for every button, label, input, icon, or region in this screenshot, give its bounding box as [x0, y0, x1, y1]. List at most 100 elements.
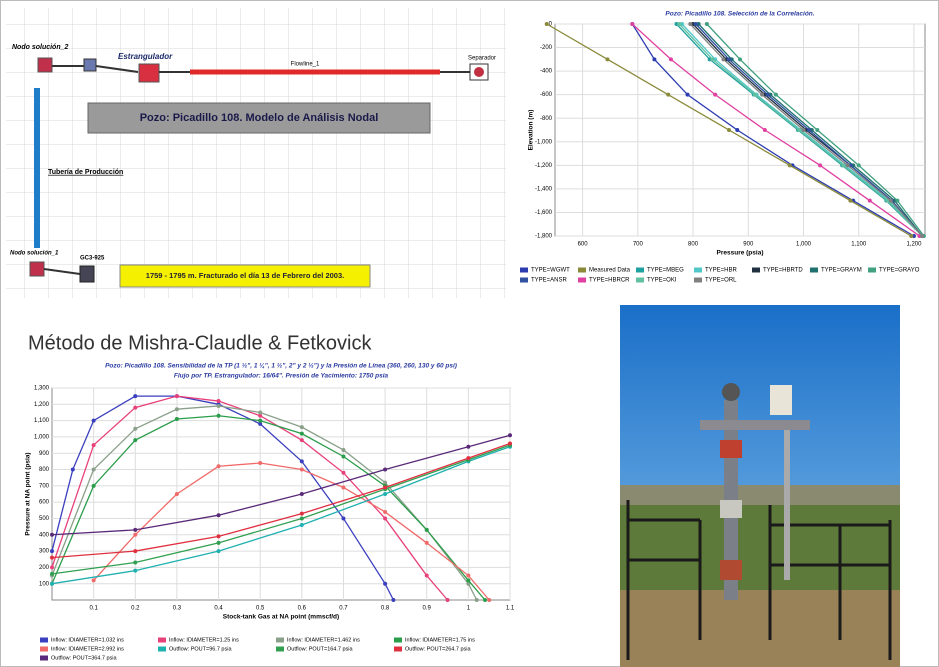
data-point [133, 528, 137, 532]
data-point [133, 406, 137, 410]
legend-label: TYPE=HBR [705, 268, 738, 274]
diagram-note: 1759 - 1795 m. Fracturado el día 13 de F… [146, 271, 344, 280]
page: Nodo solución_2 Estrangulador Flowline_1… [0, 0, 939, 667]
x-axis-label: Stock-tank Gas at NA point (mmscf/d) [223, 614, 339, 621]
x-tick-label: 0.5 [256, 606, 265, 612]
data-point [710, 57, 714, 61]
node-label: Nodo solución_1 [10, 251, 59, 257]
data-point [652, 57, 656, 61]
data-point [705, 22, 709, 26]
x-tick-label: 0.9 [423, 606, 432, 612]
data-point [466, 578, 470, 582]
legend-swatch [520, 278, 528, 283]
y-axis-label: Elevation (m) [528, 110, 535, 151]
node-label: Nodo solución_2 [12, 44, 69, 51]
node-label: Tubería de Producción [48, 169, 123, 176]
data-point [868, 199, 872, 203]
legend-label: Inflow: IDIAMETER=1.032 ins [51, 637, 124, 643]
data-point [686, 93, 690, 97]
diagram-grid [6, 8, 506, 298]
separator-icon [474, 67, 484, 77]
chart-title: Pozo: Picadillo 108. Selección de la Cor… [665, 11, 814, 18]
y-tick-label: -600 [540, 92, 553, 98]
data-point [688, 22, 692, 26]
legend-swatch [40, 638, 48, 643]
data-point [727, 128, 731, 132]
legend-swatch [578, 268, 586, 273]
data-point [802, 128, 806, 132]
data-point [71, 468, 75, 472]
data-point [258, 410, 262, 414]
legend-swatch [40, 656, 48, 661]
photo-valve [720, 560, 742, 580]
data-point [92, 419, 96, 423]
data-point [50, 572, 54, 576]
y-tick-label: 900 [39, 451, 50, 457]
y-tick-label: -400 [540, 69, 553, 75]
data-point [217, 414, 221, 418]
data-point [258, 419, 262, 423]
data-point [92, 578, 96, 582]
data-point [175, 492, 179, 496]
node-icon [30, 262, 44, 276]
data-point [545, 22, 549, 26]
x-tick-label: 0.8 [381, 606, 390, 612]
data-point [466, 574, 470, 578]
legend-swatch [636, 278, 644, 283]
data-point [508, 441, 512, 445]
chart-subtitle: Flujo por TP. Estrangulador: 16/64". Pre… [174, 373, 389, 380]
legend-label: Outflow: POUT=96.7 psia [169, 646, 232, 652]
x-tick-label: 0.2 [131, 606, 140, 612]
legend-label: Measured Data [589, 268, 631, 274]
heading: Método de Mishra-Claudle & Fetkovick [28, 332, 372, 354]
legend-swatch [394, 647, 402, 652]
wellhead-photo [620, 305, 900, 667]
data-point [217, 404, 221, 408]
photo-wheel [722, 383, 740, 401]
x-tick-label: 1,000 [796, 242, 812, 248]
data-point [889, 199, 893, 203]
legend-swatch [578, 278, 586, 283]
data-point [383, 468, 387, 472]
data-point [797, 128, 801, 132]
node-icon [80, 266, 94, 282]
data-point [760, 93, 764, 97]
data-point [217, 513, 221, 517]
photo-soil [620, 590, 900, 667]
data-point [669, 57, 673, 61]
legend-swatch [276, 647, 284, 652]
data-point [217, 399, 221, 403]
x-tick-label: 1,100 [851, 242, 867, 248]
legend-label: TYPE=HBRTD [763, 268, 803, 274]
y-tick-label: 700 [39, 483, 50, 489]
node-icon [38, 58, 52, 72]
y-tick-label: -200 [540, 45, 553, 51]
x-tick-label: 0.1 [89, 606, 98, 612]
legend-label: TYPE=HBRCR [589, 278, 630, 284]
x-tick-label: 900 [743, 242, 754, 248]
y-tick-label: 1,300 [34, 386, 50, 392]
data-point [727, 57, 731, 61]
data-point [677, 22, 681, 26]
data-point [721, 57, 725, 61]
x-axis-label: Pressure (psia) [717, 250, 764, 257]
legend-swatch [752, 268, 760, 273]
legend-swatch [158, 647, 166, 652]
data-point [133, 569, 137, 573]
data-point [487, 598, 491, 602]
data-point [92, 443, 96, 447]
data-point [466, 445, 470, 449]
data-point [50, 556, 54, 560]
legend-label: TYPE=OKI [647, 278, 677, 284]
data-point [848, 199, 852, 203]
legend-swatch [394, 638, 402, 643]
y-tick-label: -1,400 [535, 186, 553, 192]
data-point [300, 512, 304, 516]
legend-swatch [636, 268, 644, 273]
data-point [341, 516, 345, 520]
data-point [175, 417, 179, 421]
data-point [766, 93, 770, 97]
y-tick-label: -1,200 [535, 163, 553, 169]
data-point [425, 528, 429, 532]
data-point [258, 461, 262, 465]
